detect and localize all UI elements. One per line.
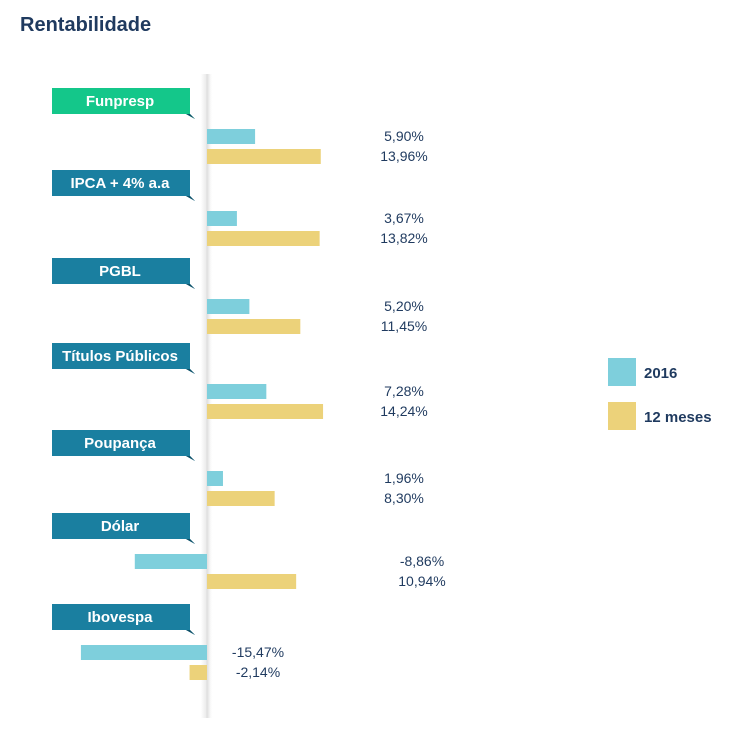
category-label: Dólar (101, 518, 140, 535)
value-label: 13,82% (380, 230, 427, 246)
category-tag (52, 604, 195, 635)
bar-2016 (207, 211, 237, 226)
bar-2016 (80, 645, 207, 660)
value-label: 7,28% (384, 383, 424, 399)
legend-label: 12 meses (644, 409, 712, 426)
value-label: 5,90% (384, 128, 424, 144)
category-tag (52, 258, 195, 289)
category-tag-fold (186, 539, 195, 544)
legend-swatch (608, 358, 636, 386)
category-tag (52, 513, 195, 544)
category-label: Ibovespa (87, 609, 153, 626)
category-tag (52, 430, 195, 461)
bar-2016 (207, 299, 250, 314)
bar-12-meses (207, 491, 275, 506)
bar-12-meses (207, 231, 320, 246)
value-label: 11,45% (381, 318, 427, 334)
bar-12-meses (207, 319, 301, 334)
bar-2016 (207, 129, 256, 144)
value-label: 13,96% (380, 148, 427, 164)
legend-swatch (608, 402, 636, 430)
value-label: 14,24% (380, 403, 427, 419)
category-label: PGBL (99, 263, 141, 280)
bar-2016 (207, 471, 223, 486)
category-tag-fold (186, 114, 195, 119)
bar-2016 (134, 554, 207, 569)
category-tag-fold (186, 369, 195, 374)
bar-12-meses (207, 149, 321, 164)
legend-label: 2016 (644, 365, 677, 382)
category-tag (52, 343, 195, 374)
category-label: Poupança (84, 435, 156, 452)
value-label: -2,14% (236, 664, 280, 680)
value-label: -15,47% (232, 644, 284, 660)
value-label: -8,86% (400, 553, 444, 569)
category-tag-fold (186, 456, 195, 461)
value-label: 5,20% (384, 298, 424, 314)
chart-title: Rentabilidade (20, 14, 152, 36)
category-tag-fold (186, 630, 195, 635)
bar-12-meses (207, 404, 324, 419)
category-tag (52, 88, 195, 119)
bar-12-meses (207, 574, 297, 589)
category-tag-fold (186, 284, 195, 289)
value-label: 1,96% (384, 470, 424, 486)
value-label: 8,30% (384, 490, 424, 506)
category-label: IPCA + 4% a.a (70, 175, 170, 192)
value-label: 10,94% (398, 573, 445, 589)
category-tag-fold (186, 196, 195, 201)
category-tag (52, 170, 195, 201)
bar-12-meses (189, 665, 207, 680)
value-label: 3,67% (384, 210, 424, 226)
bar-2016 (207, 384, 267, 399)
category-label: Funpresp (86, 93, 154, 110)
category-label: Títulos Públicos (62, 348, 178, 365)
